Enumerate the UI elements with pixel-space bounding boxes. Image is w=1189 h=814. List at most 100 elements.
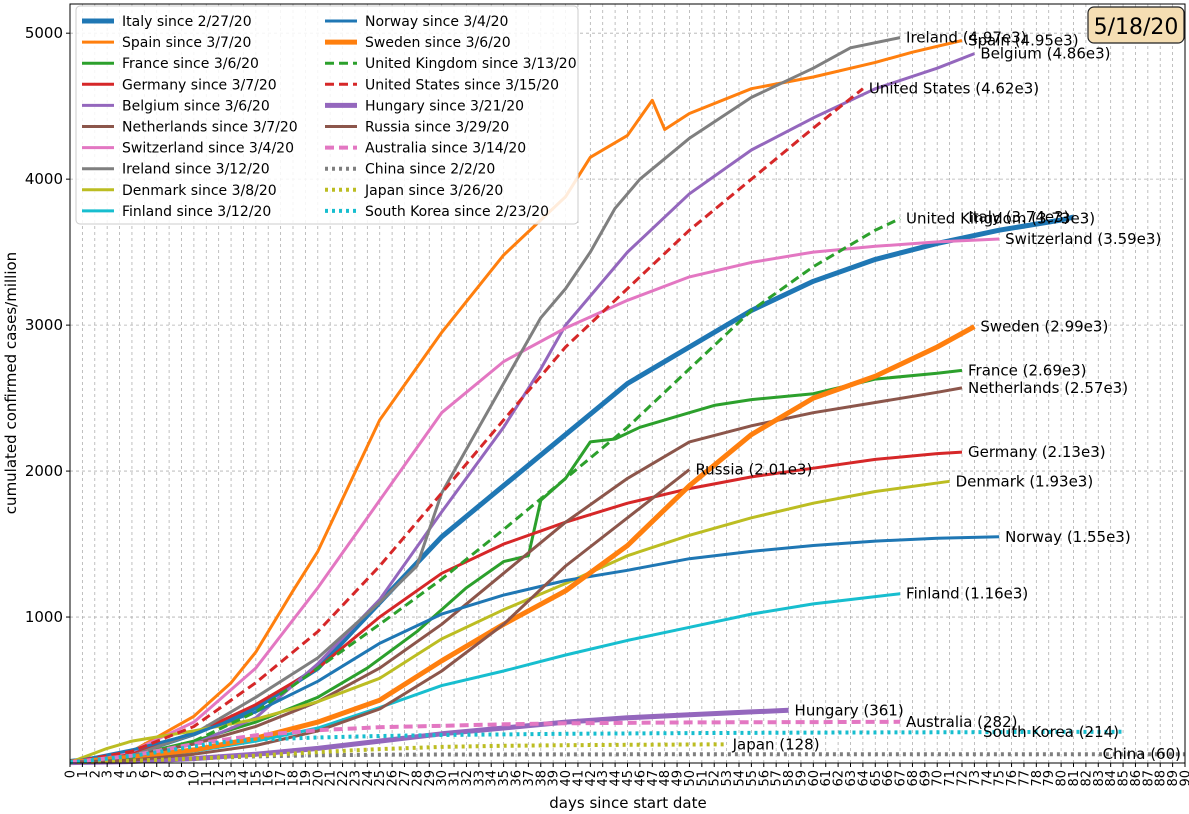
x-tick-label: 21	[324, 770, 339, 787]
x-tick-label: 33	[472, 770, 487, 787]
x-tick-label: 46	[633, 770, 648, 787]
x-tick-label: 76	[1005, 770, 1020, 787]
legend-entry: China since 2/2/20	[365, 162, 495, 178]
series-line-5	[69, 386, 963, 764]
series-line-13	[69, 87, 864, 764]
x-tick-label: 23	[348, 770, 363, 787]
series-end-label: Switzerland (3.59e3)	[1005, 230, 1161, 248]
x-tick-label: 61	[819, 770, 834, 787]
x-tick-label: 87	[1141, 770, 1156, 787]
series-end-label: Germany (2.13e3)	[968, 443, 1106, 461]
x-tick-label: 20	[311, 770, 326, 787]
series-end-label: Denmark (1.93e3)	[956, 472, 1094, 490]
series-line-7	[69, 36, 901, 764]
x-tick-label: 37	[522, 770, 537, 787]
x-tick-label: 14	[237, 770, 252, 787]
x-tick-label: 38	[534, 770, 549, 787]
x-tick-label: 44	[609, 770, 624, 787]
series-end-label: Russia (2.01e3)	[695, 461, 812, 479]
series-end-label: South Korea (214)	[983, 723, 1119, 741]
legend-entry: Sweden since 3/6/20	[365, 35, 511, 51]
legend-entry: Finland since 3/12/20	[122, 204, 271, 220]
x-tick-label: 12	[212, 770, 227, 787]
x-tick-label: 30	[435, 770, 450, 787]
x-tick-label: 57	[770, 770, 785, 787]
x-tick-label: 34	[485, 770, 500, 787]
series-end-label: Sweden (2.99e3)	[980, 318, 1108, 336]
series-end-labels: Italy (3.74e3) Spain (4.95e3) France (2.69…	[695, 29, 1181, 764]
series-end-label: Hungary (361)	[795, 701, 904, 719]
x-tick-label: 0	[64, 770, 79, 778]
series-line-15	[69, 468, 691, 764]
x-tick-label: 10	[187, 770, 202, 787]
x-tick-label: 79	[1042, 770, 1057, 787]
x-tick-label: 45	[621, 770, 636, 787]
series-end-label: United Kingdom (3.73e3)	[906, 210, 1095, 228]
date-badge-text: 5/18/20	[1094, 15, 1179, 40]
legend-entry: South Korea since 2/23/20	[365, 204, 549, 220]
x-tick-label: 66	[881, 770, 896, 787]
legend-entry: Norway since 3/4/20	[365, 14, 508, 30]
x-tick-label: 52	[708, 770, 723, 787]
x-tick-label: 72	[956, 770, 971, 787]
x-tick-label: 35	[497, 770, 512, 787]
x-tick-label: 78	[1030, 770, 1045, 787]
series-end-label: France (2.69e3)	[968, 361, 1087, 379]
x-tick-label: 16	[262, 770, 277, 787]
x-tick-label: 36	[510, 770, 525, 787]
x-tick-label: 51	[695, 770, 710, 787]
x-tick-label: 6	[138, 770, 153, 778]
x-tick-label: 56	[757, 770, 772, 787]
x-tick-label: 86	[1129, 770, 1144, 787]
legend-entry: United States since 3/15/20	[365, 77, 559, 93]
x-tick-label: 55	[745, 770, 760, 787]
x-tick-label: 53	[720, 770, 735, 787]
legend-entry: Spain since 3/7/20	[122, 35, 251, 51]
x-tick-label: 77	[1017, 770, 1032, 787]
x-tick-label: 48	[658, 770, 673, 787]
x-tick-label: 13	[225, 770, 240, 787]
x-tick-label: 9	[175, 770, 190, 778]
x-tick-label: 54	[733, 770, 748, 787]
series-end-label: Norway (1.55e3)	[1005, 528, 1131, 546]
x-tick-label: 74	[980, 770, 995, 787]
x-tick-label: 19	[299, 770, 314, 787]
series-line-4	[69, 52, 975, 764]
y-tick-label: 4000	[25, 170, 63, 188]
x-tick-label: 75	[993, 770, 1008, 787]
legend-entry: United Kingdom since 3/13/20	[365, 56, 577, 72]
x-tick-label: 24	[361, 770, 376, 787]
series-line-16	[69, 719, 901, 765]
x-tick-label: 43	[596, 770, 611, 787]
x-tick-label: 17	[274, 770, 289, 787]
x-tick-label: 28	[410, 770, 425, 787]
date-badge: 5/18/20	[1087, 6, 1185, 44]
y-axis-label: cumulated confirmed cases/million	[2, 252, 20, 514]
x-tick-label: 73	[968, 770, 983, 787]
series-end-label: Finland (1.16e3)	[906, 585, 1028, 603]
y-tick-label: 2000	[25, 462, 63, 480]
x-tick-label: 18	[287, 770, 302, 787]
x-tick-label: 50	[683, 770, 698, 787]
x-tick-label: 26	[386, 770, 401, 787]
x-tick-label: 29	[423, 770, 438, 787]
legend-entry: Italy since 2/27/20	[122, 14, 252, 30]
series-line-17	[69, 752, 1185, 765]
series-line-18	[69, 742, 727, 765]
x-tick-label: 27	[398, 770, 413, 787]
x-tick-label: 70	[931, 770, 946, 787]
x-tick-label: 41	[571, 770, 586, 787]
x-tick-label: 62	[832, 770, 847, 787]
series-end-label: Australia (282)	[906, 713, 1017, 731]
series-end-label: Japan (128)	[732, 735, 820, 753]
x-tick-label: 1	[76, 770, 91, 778]
x-tick-label: 80	[1055, 770, 1070, 787]
x-tick-label: 40	[559, 770, 574, 787]
series-end-label: Italy (3.74e3)	[968, 208, 1069, 226]
legend-entry: France since 3/6/20	[122, 56, 259, 72]
legend-entry: Japan since 3/26/20	[364, 183, 503, 199]
x-tick-label: 15	[249, 770, 264, 787]
x-tick-label: 68	[906, 770, 921, 787]
y-tick-label: 1000	[25, 608, 63, 626]
